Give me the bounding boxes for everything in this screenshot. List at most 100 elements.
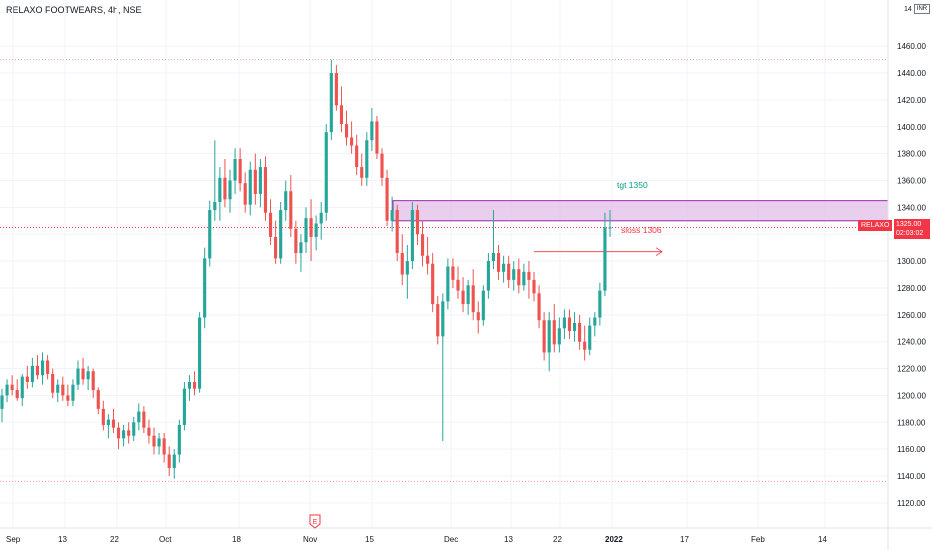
stoploss-annotation[interactable]: sloss 1306 (621, 225, 662, 235)
y-tick-label: 1140.00 (897, 472, 926, 481)
candle (522, 263, 526, 291)
candle-body (208, 210, 212, 259)
candle (578, 314, 582, 350)
candle (0, 388, 4, 423)
candle (187, 375, 192, 401)
candle-body (263, 167, 268, 213)
candle-body (471, 285, 475, 313)
candle-body (228, 180, 232, 200)
candle (238, 148, 242, 192)
currency-indicator[interactable]: 14 INR (904, 4, 931, 14)
candle-body (248, 169, 252, 205)
candle (233, 148, 237, 194)
candle-body (274, 236, 278, 259)
candle (329, 59, 333, 141)
y-tick-label: 1240.00 (897, 338, 926, 347)
candle (583, 325, 587, 361)
candle (132, 416, 136, 442)
candle-body (496, 253, 501, 272)
candle (567, 309, 572, 340)
candle-body (572, 322, 577, 331)
candle-body (451, 266, 455, 280)
candle-body (476, 312, 480, 321)
target-annotation[interactable]: tgt 1350 (617, 180, 648, 190)
candle-body (132, 422, 136, 436)
candle-body (542, 320, 546, 353)
candle-body (157, 438, 161, 447)
candle (253, 153, 257, 205)
y-tick-label: 1400.00 (897, 123, 926, 132)
candle-body (350, 137, 354, 146)
earnings-marker[interactable]: E (309, 514, 321, 529)
candle-body (289, 191, 293, 229)
x-tick-label: 17 (680, 535, 689, 544)
candle-body (319, 212, 323, 224)
candle (127, 422, 131, 444)
candle-body (502, 263, 506, 272)
candle (96, 387, 100, 415)
x-tick-label: 13 (504, 535, 513, 544)
x-tick-label: 15 (365, 535, 374, 544)
candle (122, 424, 126, 447)
candle-body (56, 384, 60, 393)
annotations: tgt 1350 sloss 1306 (617, 180, 662, 235)
candle-body (106, 419, 110, 425)
candle (289, 175, 293, 237)
candle-body (360, 167, 364, 178)
candle (167, 446, 171, 477)
candle (319, 201, 323, 240)
y-tick-label: 1180.00 (897, 418, 926, 427)
candle-body (66, 395, 70, 401)
candle (228, 169, 232, 213)
y-tick-label: 1220.00 (897, 365, 926, 374)
candle (593, 312, 597, 337)
x-tick-label: Dec (444, 535, 458, 544)
candle (111, 408, 116, 434)
candle-body (385, 177, 389, 221)
candle (355, 134, 359, 176)
candle (20, 373, 24, 407)
candle (218, 167, 222, 221)
candle-body (127, 430, 131, 436)
candle-body (40, 360, 45, 376)
x-tick-label: Oct (159, 535, 172, 544)
candle (268, 199, 273, 245)
candles (0, 59, 612, 479)
candle-body (547, 320, 551, 353)
candle-body (557, 328, 561, 345)
candle-body (588, 325, 592, 350)
candle-body (10, 384, 14, 391)
candle-body (61, 384, 65, 396)
candle-body (365, 140, 369, 178)
candle-body (213, 201, 217, 211)
earnings-marker-label: E (313, 519, 318, 526)
candle (172, 449, 176, 479)
candle (502, 255, 506, 283)
candle-body (111, 419, 116, 428)
candle (258, 159, 262, 208)
candle-body (30, 365, 34, 382)
last-price-value: 1325.00 (896, 221, 922, 228)
y-tick-label: 1440.00 (897, 69, 926, 78)
candle-body (243, 183, 247, 205)
y-tick-label: 1300.00 (897, 257, 926, 266)
candle (527, 261, 531, 299)
candle (466, 279, 470, 315)
candle (279, 201, 283, 264)
candle (481, 285, 485, 326)
candle (25, 365, 29, 389)
candle-body (122, 430, 126, 439)
candle (344, 110, 349, 146)
candle-body (172, 454, 176, 468)
candle-body (410, 210, 414, 262)
candle-body (375, 121, 379, 154)
candle (562, 309, 566, 340)
candle (51, 368, 55, 399)
candle (35, 355, 40, 380)
candle (598, 282, 602, 326)
candle (248, 161, 252, 216)
candle (304, 207, 308, 254)
candle-body (380, 153, 384, 178)
earnings-marker-shape (309, 514, 321, 529)
